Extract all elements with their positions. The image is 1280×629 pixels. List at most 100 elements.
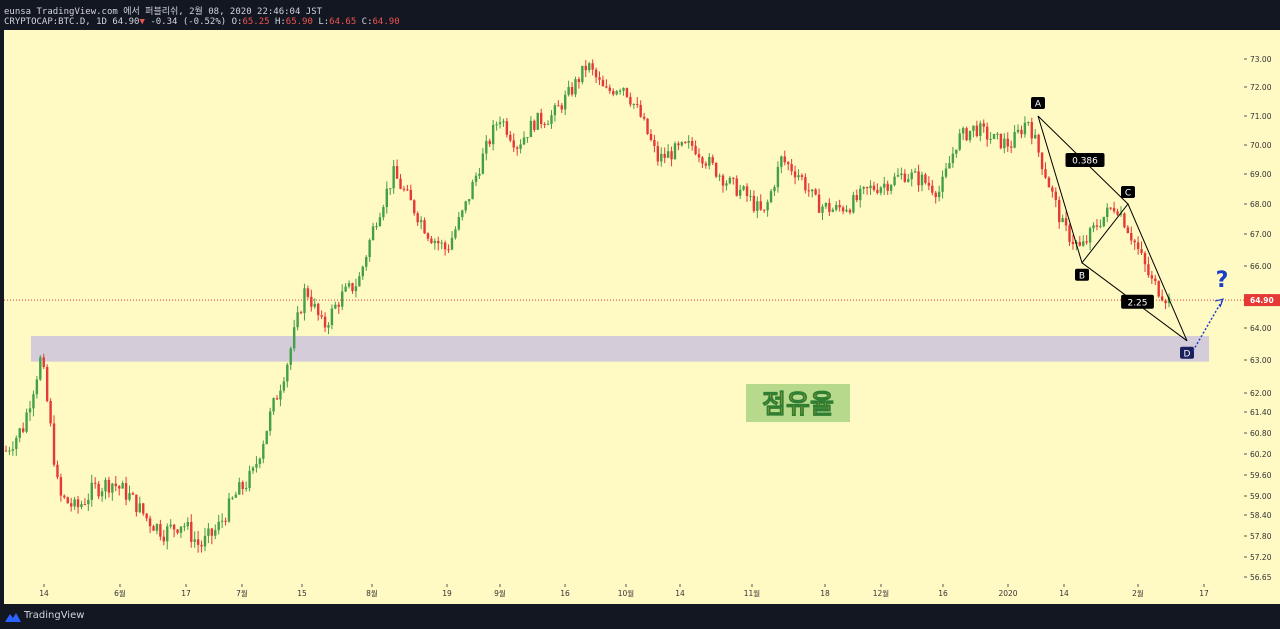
candle [186, 517, 190, 530]
candle [45, 364, 49, 403]
candle-body [25, 412, 28, 432]
candle-body [52, 423, 56, 465]
candle [289, 346, 292, 370]
candle [591, 59, 594, 76]
candle-body [725, 183, 728, 186]
candle-body [975, 125, 979, 136]
last-price: 64.90 [112, 17, 140, 27]
candle-body [766, 202, 769, 211]
candle [90, 474, 93, 507]
candle [330, 304, 334, 330]
candle [567, 80, 570, 97]
candle-body [93, 482, 97, 484]
close-label: C: [361, 17, 373, 27]
candle-body [423, 220, 426, 234]
candle [636, 97, 639, 108]
candle [162, 530, 166, 546]
candle [1034, 129, 1037, 139]
candle [570, 82, 574, 97]
candle-body [639, 104, 642, 117]
price-axis[interactable]: 73.00 72.00 71.00 70.00 69.00 68.00 67.00 66.00… [1244, 30, 1280, 604]
candle-body [560, 105, 563, 110]
candle [138, 496, 141, 514]
candle-body [251, 467, 255, 471]
time-axis[interactable]: 14 6월 17 7월 15 8월 19 9월 16 10월 14 11월 18 12월 16 2020 14 2… [4, 584, 1244, 604]
candle [296, 306, 299, 331]
candle-body [865, 187, 869, 189]
candle [35, 376, 39, 399]
candle-body [289, 348, 292, 365]
candle [450, 231, 454, 251]
candle-body [708, 157, 711, 166]
candle-body [879, 187, 883, 193]
candle-body [598, 77, 601, 80]
candle [629, 92, 632, 107]
candle [529, 116, 533, 138]
candle [131, 491, 135, 495]
candle [677, 141, 680, 151]
candle-body [203, 535, 207, 547]
candle [320, 310, 323, 320]
candle [207, 522, 210, 544]
candle [416, 211, 419, 226]
candle-body [1112, 208, 1116, 212]
candle [25, 408, 28, 434]
candle [526, 136, 529, 143]
candle-body [358, 276, 361, 287]
candle [1123, 212, 1126, 229]
candle [670, 146, 673, 167]
candle [886, 180, 889, 195]
candle [159, 519, 162, 541]
candle-body [15, 437, 18, 450]
candle-body [172, 524, 176, 530]
candle-body [570, 86, 574, 95]
candle [1085, 235, 1088, 245]
x-tick-label: 14 [39, 589, 49, 598]
close-value: 64.90 [372, 17, 400, 27]
candle-body [454, 229, 457, 238]
candle-body [934, 192, 937, 198]
candle [701, 156, 704, 169]
candle-body [660, 153, 663, 162]
candle [1106, 203, 1109, 223]
candle-body [591, 63, 594, 70]
publish-info: eunsa TradingView.com 에서 퍼블리쉬, 2월 08, 20… [4, 7, 323, 17]
candle [426, 232, 430, 242]
candle-body [783, 156, 786, 163]
candle-body [1082, 241, 1085, 246]
candle [893, 172, 896, 187]
candle-body [793, 171, 797, 178]
candle-body [1133, 240, 1136, 243]
candle-body [316, 303, 320, 316]
candle [522, 131, 526, 146]
candle-body [467, 199, 471, 202]
candle-body [625, 88, 629, 97]
candle-body [828, 202, 831, 212]
candle-body [152, 526, 155, 531]
candle [361, 265, 364, 281]
candle [859, 185, 862, 208]
candle [457, 211, 461, 231]
candle-body [581, 65, 584, 83]
candle-body [845, 209, 848, 212]
candle [1116, 208, 1119, 216]
candle [32, 390, 35, 417]
candle [759, 194, 762, 211]
candle-body [327, 325, 330, 328]
candle-body [876, 189, 879, 193]
candle [183, 522, 186, 532]
candle [797, 169, 800, 181]
candle [406, 184, 409, 192]
chart-plot-area[interactable]: A B C D 0.386 2.25? 점유율 [4, 30, 1244, 584]
chart-svg[interactable]: A B C D 0.386 2.25? 점유율 [4, 30, 1244, 584]
candle-body [913, 171, 917, 173]
candle-body [577, 79, 581, 83]
y-tick-label: 60.80 [1250, 429, 1272, 438]
candle-body [107, 479, 111, 493]
candle [440, 239, 443, 250]
candle-body [190, 521, 193, 542]
candle [773, 184, 776, 196]
candle [238, 477, 241, 495]
candle [704, 161, 708, 169]
x-tick-label: 15 [297, 589, 307, 598]
